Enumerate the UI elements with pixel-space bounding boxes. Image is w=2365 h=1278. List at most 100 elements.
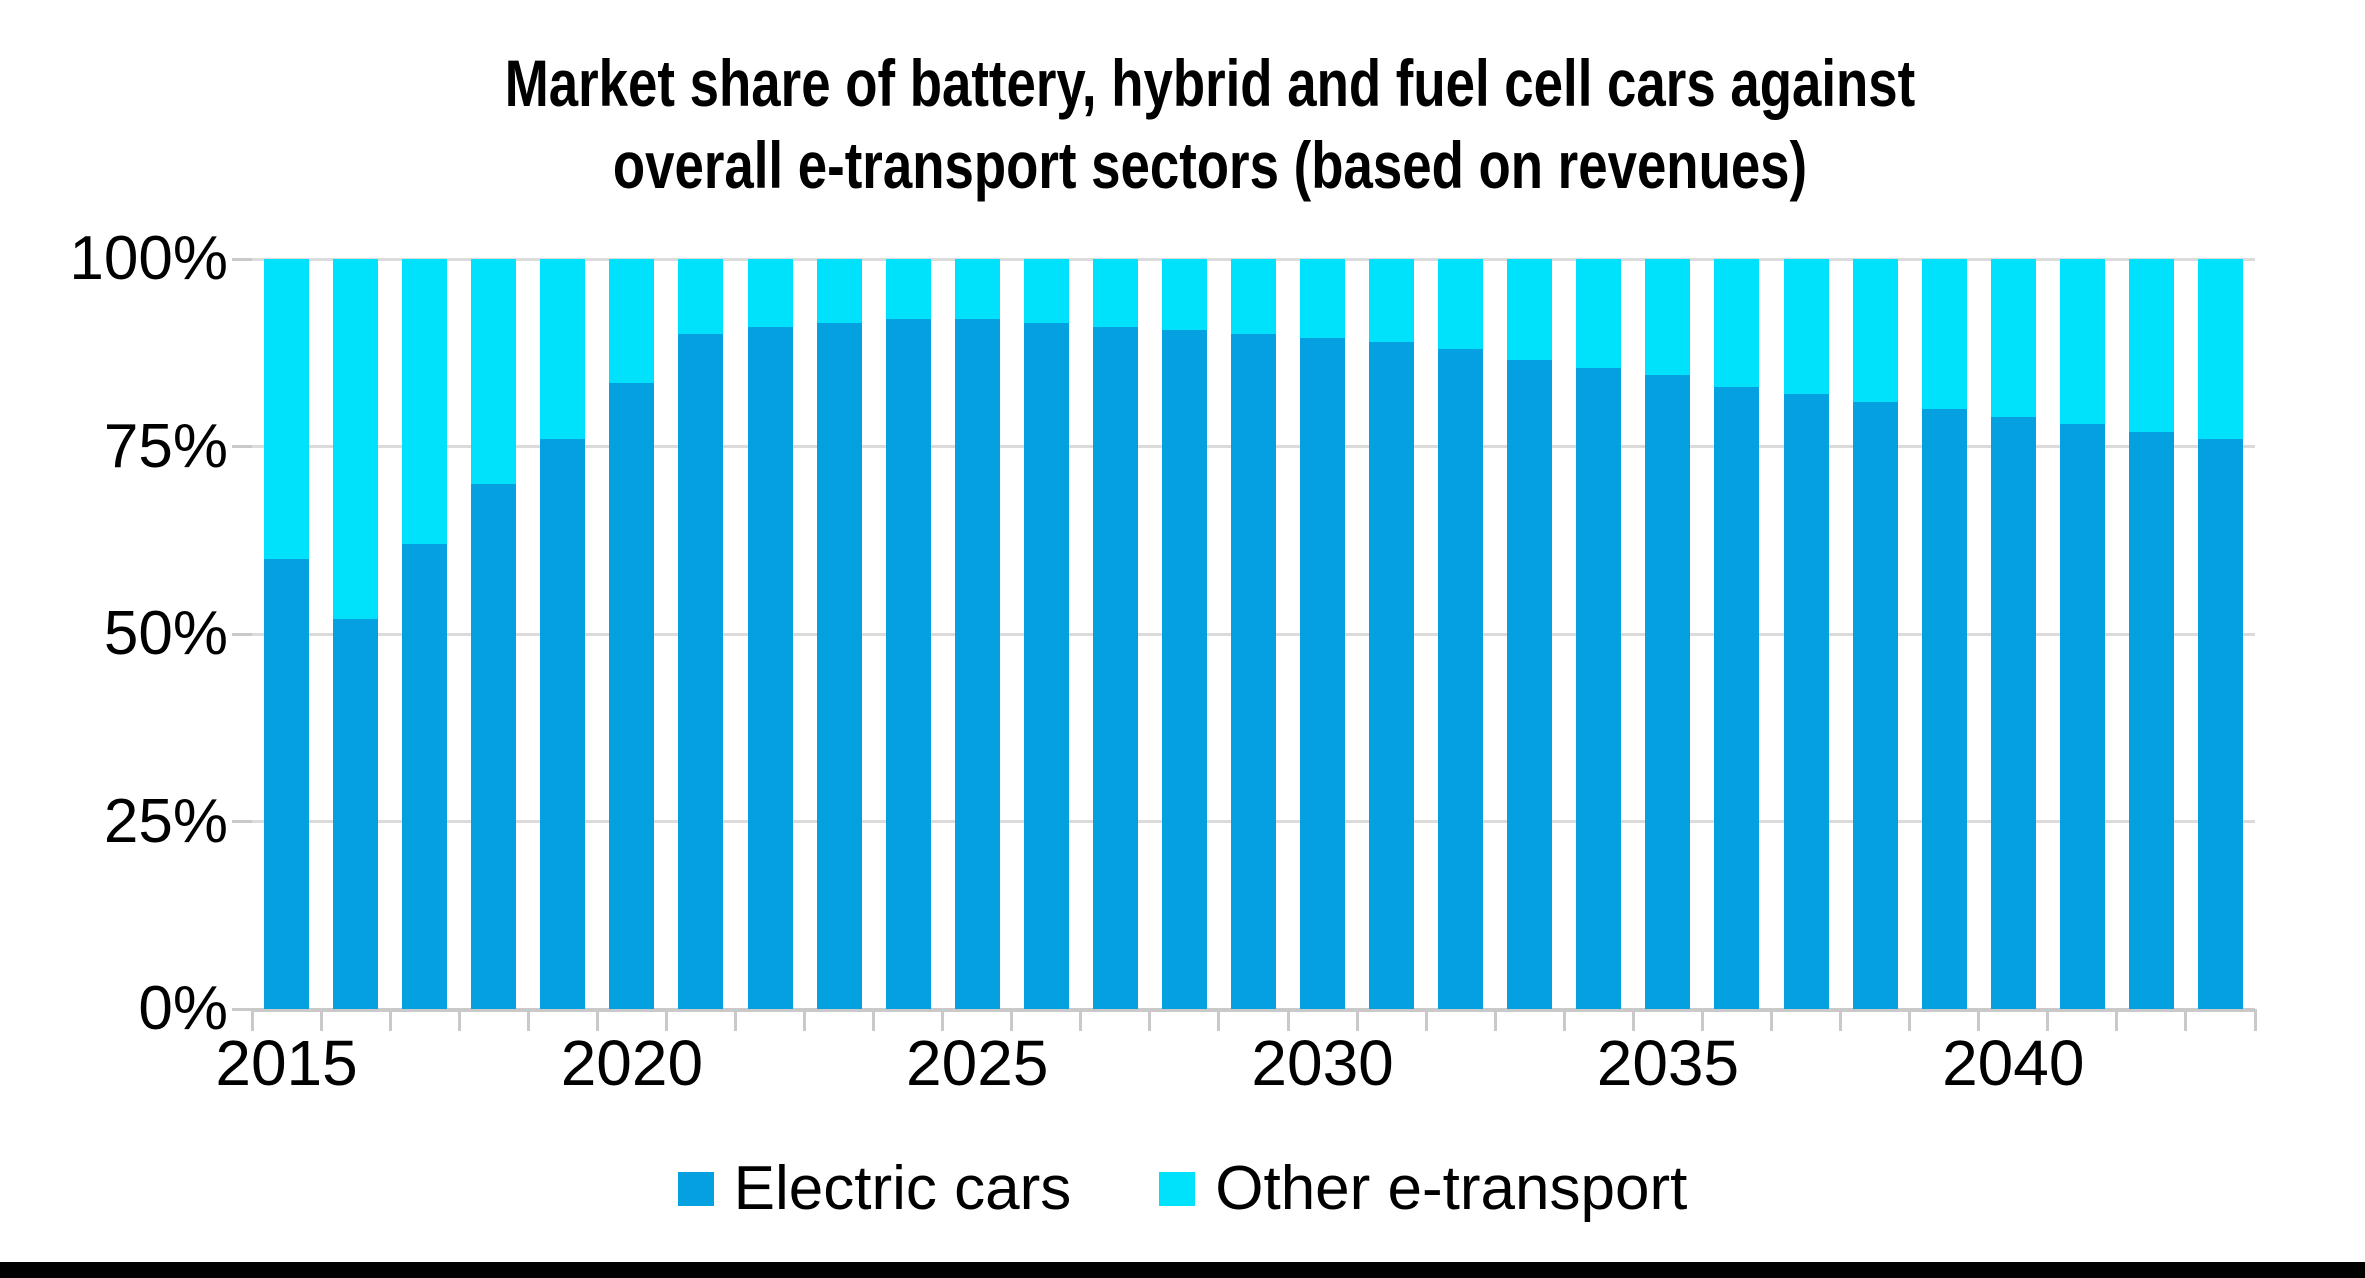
bar-2041-electric-cars-segment <box>2059 424 2105 1009</box>
legend-swatch-electric-cars <box>677 1172 714 1206</box>
bar-2019-electric-cars-segment <box>540 439 586 1009</box>
x-axis-tick-8 <box>803 1009 807 1031</box>
bar-2029-other-e-transport-segment <box>1231 259 1276 334</box>
bar-2028 <box>1161 259 1207 1009</box>
bar-2037-other-e-transport-segment <box>1783 259 1829 394</box>
legend-label-electric-cars: Electric cars <box>733 1154 1072 1223</box>
bar-2030-electric-cars-segment <box>1300 337 1346 1009</box>
x-axis-tick-15 <box>1286 1009 1290 1031</box>
plot-area: 100% 75% 50% 25% 0% 2015 2020 2025 2030 2035 2040 <box>69 228 2257 1095</box>
x-axis-tick-14 <box>1217 1009 1221 1031</box>
bar-2033-other-e-transport-segment <box>1507 259 1553 361</box>
bar-2027 <box>1092 259 1138 1009</box>
bar-2027-other-e-transport-segment <box>1092 259 1138 327</box>
bar-2036-electric-cars-segment <box>1714 386 1760 1009</box>
bar-2038-electric-cars-segment <box>1852 401 1898 1009</box>
bar-2039 <box>1921 259 1967 1009</box>
bar-2016 <box>333 259 379 1009</box>
x-axis-tick-16 <box>1355 1009 1359 1031</box>
bar-2024 <box>885 259 931 1009</box>
bar-2021-electric-cars-segment <box>678 334 724 1009</box>
bar-2026-electric-cars-segment <box>1023 322 1069 1009</box>
x-axis-tick-20 <box>1631 1009 1635 1031</box>
bar-2021 <box>678 259 724 1009</box>
x-axis-tick-19 <box>1562 1009 1566 1031</box>
bar-2017-electric-cars-segment <box>402 544 448 1009</box>
x-axis-label-2035: 2035 <box>1596 1027 1740 1099</box>
legend-item-electric-cars: Electric cars <box>677 1154 1072 1223</box>
bar-2020-electric-cars-segment <box>609 382 655 1009</box>
bar-2042-other-e-transport-segment <box>2128 259 2174 432</box>
bar-2043-electric-cars-segment <box>2197 439 2243 1009</box>
bar-2031 <box>1369 259 1415 1009</box>
x-axis-tick-22 <box>1770 1009 1774 1031</box>
bar-2018-other-e-transport-segment <box>471 259 517 484</box>
x-axis-tick-9 <box>872 1009 876 1031</box>
y-axis-label-25: 25% <box>103 786 228 856</box>
bar-2037-electric-cars-segment <box>1783 394 1829 1009</box>
y-axis-label-50: 50% <box>103 599 228 668</box>
bar-2040-electric-cars-segment <box>1990 416 2036 1009</box>
bar-2016-other-e-transport-segment <box>333 259 379 619</box>
x-axis-tick-29 <box>2253 1009 2257 1031</box>
bar-2031-other-e-transport-segment <box>1369 259 1415 342</box>
bar-2041-other-e-transport-segment <box>2059 259 2105 424</box>
bar-2034-electric-cars-segment <box>1576 367 1622 1009</box>
x-axis-tick-0 <box>250 1009 254 1031</box>
bar-2032-other-e-transport-segment <box>1438 259 1484 349</box>
x-axis-tick-6 <box>664 1009 668 1031</box>
bar-2038 <box>1852 259 1898 1009</box>
bar-2042-electric-cars-segment <box>2128 431 2174 1009</box>
bar-2023-other-e-transport-segment <box>816 259 862 323</box>
bar-2016-electric-cars-segment <box>333 619 379 1009</box>
bar-2035 <box>1645 259 1691 1009</box>
chart-title: Market share of battery, hybrid and fuel… <box>100 42 2320 206</box>
x-axis-tick-27 <box>2115 1009 2119 1031</box>
bar-2035-other-e-transport-segment <box>1645 259 1691 376</box>
bar-2043-other-e-transport-segment <box>2197 259 2243 439</box>
x-axis-tick-12 <box>1079 1009 1083 1031</box>
bar-2032-electric-cars-segment <box>1438 349 1484 1009</box>
bar-2022-other-e-transport-segment <box>747 259 793 327</box>
bar-2037 <box>1783 259 1829 1009</box>
bar-2035-electric-cars-segment <box>1645 375 1691 1009</box>
x-axis-tick-21 <box>1700 1009 1704 1031</box>
bar-2022 <box>747 259 793 1009</box>
bar-2028-electric-cars-segment <box>1161 330 1207 1009</box>
bar-2029 <box>1231 259 1276 1009</box>
x-axis-tick-17 <box>1424 1009 1428 1031</box>
x-axis-label-2040: 2040 <box>1942 1027 2085 1099</box>
x-axis-tick-28 <box>2184 1009 2188 1031</box>
bar-2021-other-e-transport-segment <box>678 259 724 334</box>
bar-2024-other-e-transport-segment <box>885 259 931 319</box>
x-axis-tick-3 <box>457 1009 461 1031</box>
bar-2036-other-e-transport-segment <box>1714 259 1760 387</box>
bar-2038-other-e-transport-segment <box>1852 259 1898 402</box>
bar-2030 <box>1300 259 1346 1009</box>
bar-2025-other-e-transport-segment <box>954 259 1000 319</box>
bar-2023 <box>816 259 862 1009</box>
footer-bar <box>0 1262 2365 1278</box>
bar-2040 <box>1990 259 2036 1009</box>
bar-2027-electric-cars-segment <box>1092 326 1138 1009</box>
bar-2041 <box>2059 259 2105 1009</box>
x-axis-label-2015: 2015 <box>215 1027 358 1099</box>
x-axis-tick-2 <box>388 1009 392 1031</box>
x-axis-tick-13 <box>1148 1009 1152 1031</box>
bar-2042 <box>2128 259 2174 1009</box>
bar-2032 <box>1438 259 1484 1009</box>
bar-2026-other-e-transport-segment <box>1023 259 1069 323</box>
bar-2015-electric-cars-segment <box>264 559 310 1009</box>
bar-2040-other-e-transport-segment <box>1990 259 2036 417</box>
x-axis-tick-7 <box>733 1009 737 1031</box>
x-axis-tick-10 <box>941 1009 945 1031</box>
bar-2036 <box>1714 259 1760 1009</box>
x-axis-tick-1 <box>319 1009 323 1031</box>
bar-2018 <box>471 259 517 1009</box>
y-axis-tick-75 <box>232 445 252 448</box>
x-axis-tick-24 <box>1908 1009 1912 1031</box>
y-axis-label-75: 75% <box>103 411 228 481</box>
bar-2020-other-e-transport-segment <box>609 259 655 383</box>
bar-2019 <box>540 259 586 1009</box>
